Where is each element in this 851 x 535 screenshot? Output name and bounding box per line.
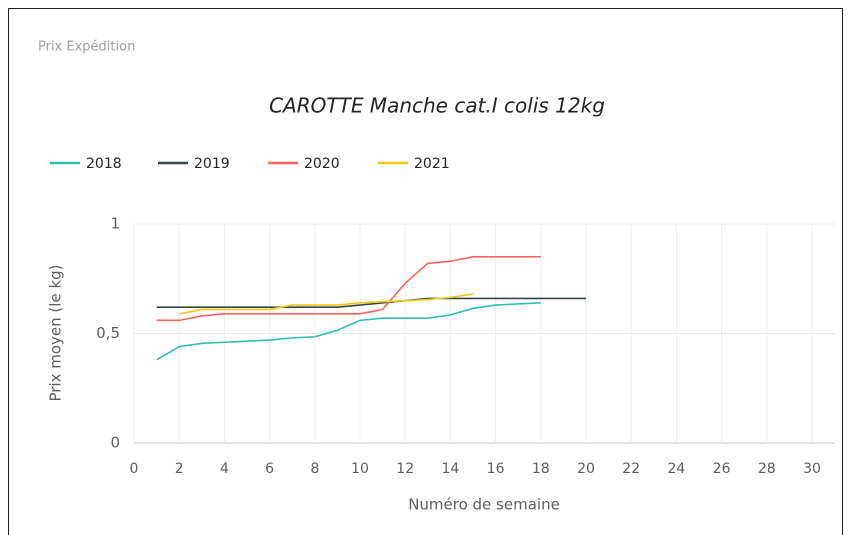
- x-tick-label: 12: [396, 461, 414, 477]
- card-title: Prix Expédition: [38, 40, 135, 55]
- x-tick-label: 26: [713, 461, 731, 477]
- x-tick-label: 10: [351, 461, 369, 477]
- x-tick-label: 4: [220, 461, 229, 477]
- x-tick-label: 14: [441, 461, 459, 477]
- chart-title: CAROTTE Manche cat.I colis 12kg: [269, 94, 605, 118]
- x-tick-label: 28: [758, 461, 776, 477]
- y-tick-label: 1: [110, 215, 120, 233]
- legend-label: 2020: [304, 156, 340, 172]
- x-tick-label: 6: [265, 461, 274, 477]
- x-tick-label: 8: [310, 461, 319, 477]
- x-tick-label: 20: [577, 461, 595, 477]
- x-tick-label: 22: [622, 461, 640, 477]
- x-tick-label: 24: [667, 461, 685, 477]
- series-line: [156, 297, 586, 309]
- legend-label: 2019: [194, 156, 230, 172]
- series-line: [179, 293, 474, 315]
- legend-label: 2018: [86, 156, 122, 172]
- series-line: [156, 256, 541, 322]
- x-tick-label: 30: [803, 461, 821, 477]
- x-tick-label: 0: [130, 461, 139, 477]
- x-axis-label: Numéro de semaine: [408, 496, 560, 514]
- card-border: [8, 8, 843, 535]
- x-tick-label: 16: [487, 461, 505, 477]
- y-tick-label: 0,5: [96, 324, 120, 342]
- series-line: [156, 302, 541, 361]
- x-tick-label: 18: [532, 461, 550, 477]
- legend-label: 2021: [414, 156, 450, 172]
- y-axis-label: Prix moyen (le kg): [47, 264, 65, 401]
- y-tick-label: 0: [110, 434, 120, 452]
- x-tick-label: 2: [175, 461, 184, 477]
